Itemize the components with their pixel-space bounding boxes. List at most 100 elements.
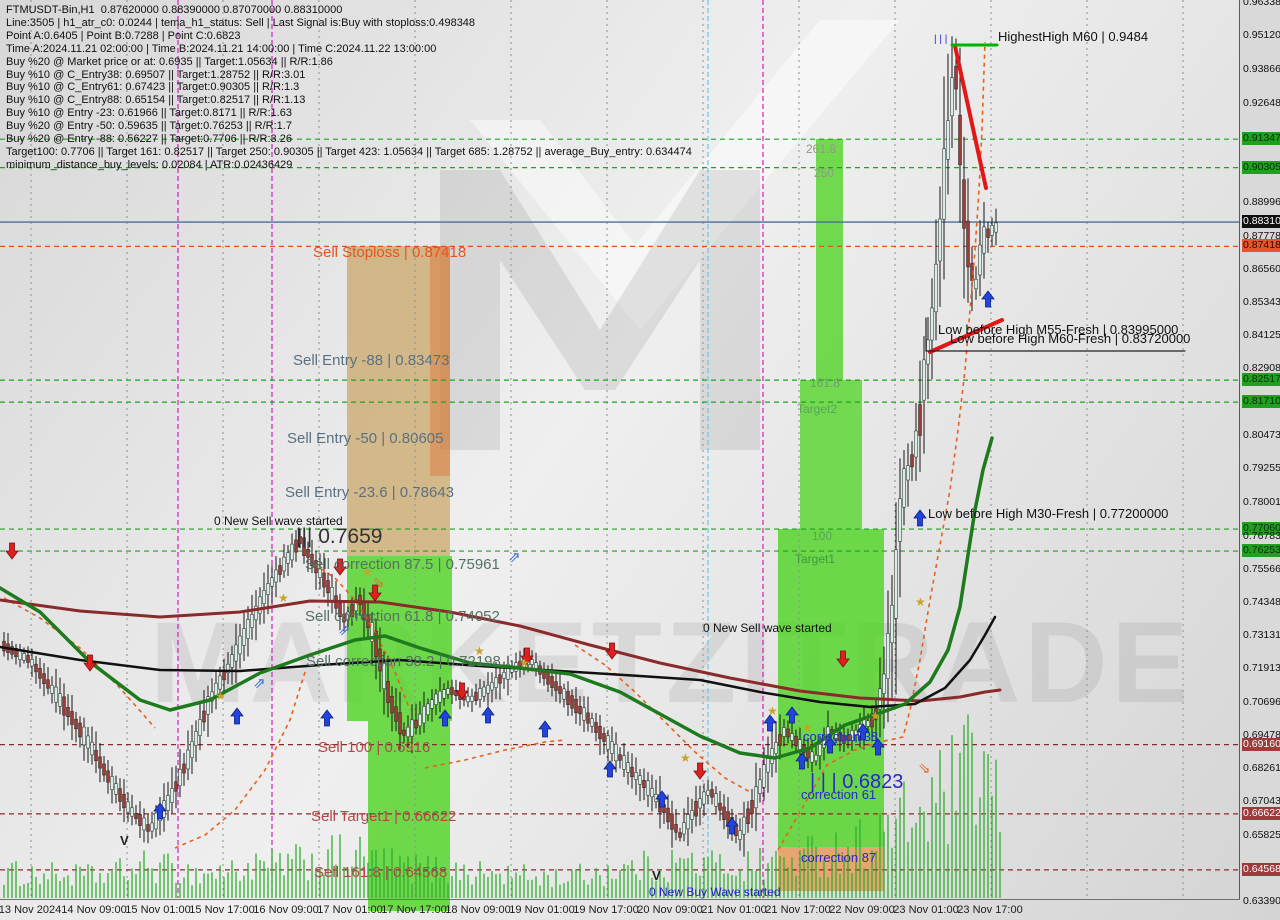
- price-tick-badge: 0.76253: [1242, 544, 1280, 557]
- candle-body: [842, 734, 846, 744]
- chart-annotation: Sell Target1 | 0.66622: [311, 808, 456, 825]
- star-marker: ★: [680, 751, 691, 765]
- chart-annotation: correction 87: [801, 850, 876, 865]
- price-tick-badge: 0.91347: [1242, 132, 1280, 145]
- info-line: Buy %10 @ C_Entry38: 0.69507 || Target:1…: [6, 68, 306, 81]
- chart-annotation: 0 New Sell wave started: [214, 514, 343, 528]
- candle-body: [398, 712, 402, 735]
- candle-body: [646, 780, 650, 796]
- ma-mid-black: [0, 615, 997, 709]
- candle-body: [774, 742, 778, 754]
- candle-body: [710, 789, 714, 798]
- candle-body: [14, 647, 18, 658]
- candle-body: [430, 699, 434, 709]
- price-tick: 0.84125: [1243, 329, 1280, 341]
- sell-arrow-marker: [693, 762, 707, 780]
- candle-body: [786, 728, 790, 738]
- candle-body: [586, 712, 590, 724]
- price-tick: 0.92648: [1243, 97, 1280, 109]
- star-marker: ★: [215, 689, 226, 703]
- candle-body: [606, 735, 610, 750]
- candle-body: [906, 465, 910, 481]
- candle-body: [614, 743, 618, 762]
- chart-annotation: Sell Entry -88 | 0.83473: [293, 352, 450, 369]
- price-tick-badge: 0.77060: [1242, 522, 1280, 535]
- candle-body: [26, 655, 30, 663]
- candle-body: [502, 672, 506, 679]
- candle-body: [422, 706, 426, 724]
- candle-body: [318, 568, 322, 578]
- candle-body: [602, 733, 606, 742]
- candle-body: [202, 710, 206, 723]
- chart-info-overlay: FTMUSDT-Bin,H1 0.87620000 0.88390000 0.8…: [6, 4, 692, 172]
- candle-body: [598, 725, 602, 740]
- candle-body: [638, 775, 642, 785]
- check-marker: V: [652, 868, 661, 883]
- candle-body: [974, 278, 978, 290]
- candle-body: [794, 735, 798, 747]
- candle-body: [882, 673, 886, 694]
- time-label: 23 Nov 01:00: [893, 904, 959, 916]
- price-tick: 0.74348: [1243, 596, 1280, 608]
- candle-body: [330, 587, 334, 601]
- price-tick: 0.85343: [1243, 296, 1280, 308]
- sell-arrow-marker: [836, 650, 850, 668]
- candle-body: [198, 719, 202, 736]
- buy-arrow-marker: [795, 752, 809, 770]
- candle-body: [414, 719, 418, 729]
- candle-body: [282, 556, 286, 572]
- chart-annotation: Sell Stoploss | 0.87418: [313, 244, 466, 261]
- candle-body: [978, 244, 982, 276]
- breakout-down-icon: ⇘: [372, 574, 385, 591]
- candle-body: [594, 722, 598, 733]
- candle-body: [110, 776, 114, 790]
- sell-entry-zone: [347, 246, 450, 556]
- price-tick: 0.79255: [1243, 462, 1280, 474]
- candle-body: [338, 603, 342, 617]
- price-tick: 0.63390: [1243, 895, 1280, 907]
- candle-body: [142, 817, 146, 831]
- chart-annotation: Low before High M55-Fresh | 0.83995000: [938, 322, 1178, 337]
- candle-body: [622, 755, 626, 770]
- candle-body: [42, 673, 46, 684]
- candle-body: [342, 613, 346, 623]
- candle-body: [898, 498, 902, 542]
- time-label: 21 Nov 01:00: [701, 904, 767, 916]
- star-marker: ★: [870, 709, 881, 723]
- price-axis[interactable]: 0.96338 0.95120 0.93866 0.92648 0.91347 0.903…: [1239, 0, 1280, 907]
- chart-annotation: 0 New Sell wave started: [703, 621, 832, 635]
- candle-body: [982, 226, 986, 254]
- chart-annotation: Sell correction 87.5 | 0.75961: [305, 556, 500, 573]
- candle-body: [382, 663, 386, 689]
- candle-body: [822, 736, 826, 748]
- candle-body: [782, 727, 786, 737]
- red-impulse-line-top: [953, 44, 988, 190]
- candle-body: [750, 800, 754, 814]
- chart-annotation: | | |: [934, 34, 947, 45]
- candle-body: [186, 749, 190, 770]
- candle-body: [890, 604, 894, 644]
- candle-body: [298, 536, 302, 544]
- candle-body: [434, 693, 438, 705]
- candle-body: [798, 739, 802, 751]
- time-axis[interactable]: 13 Nov 2024 14 Nov 09:00 15 Nov 01:00 15 No…: [0, 899, 1240, 920]
- info-line: Buy %10 @ C_Entry61: 0.67423 || Target:0…: [6, 81, 300, 94]
- candle-body: [326, 580, 330, 594]
- star-marker: ★: [519, 656, 530, 670]
- chart-annotation: Target1: [795, 552, 835, 566]
- candle-body: [702, 791, 706, 805]
- candle-body: [410, 719, 414, 737]
- buy-arrow-marker: [785, 706, 799, 724]
- candle-body: [350, 604, 354, 618]
- candle-body: [742, 816, 746, 835]
- chart-annotation: 0 New Buy Wave started: [649, 885, 781, 899]
- candle-body: [30, 659, 34, 667]
- star-marker: ★: [915, 595, 926, 609]
- candle-body: [478, 688, 482, 700]
- star-marker: ★: [802, 721, 813, 735]
- price-tick-badge: 0.64568: [1242, 863, 1280, 876]
- candle-body: [866, 720, 870, 727]
- candle-body: [618, 754, 622, 761]
- sar-trail: [777, 41, 986, 851]
